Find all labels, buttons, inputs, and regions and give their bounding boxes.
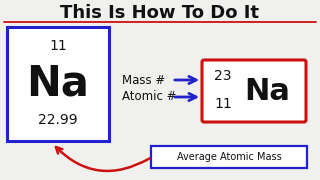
Text: Mass #: Mass # bbox=[122, 73, 165, 87]
Text: Na: Na bbox=[244, 76, 290, 105]
Text: 22.99: 22.99 bbox=[38, 113, 78, 127]
FancyBboxPatch shape bbox=[7, 27, 109, 141]
Text: Atomic #: Atomic # bbox=[122, 91, 177, 104]
Text: 23: 23 bbox=[214, 69, 231, 83]
Text: Na: Na bbox=[27, 63, 89, 105]
Text: This Is How To Do It: This Is How To Do It bbox=[60, 4, 260, 22]
Text: 11: 11 bbox=[49, 39, 67, 53]
Text: 11: 11 bbox=[214, 97, 232, 111]
FancyBboxPatch shape bbox=[202, 60, 306, 122]
Text: Average Atomic Mass: Average Atomic Mass bbox=[177, 152, 281, 162]
FancyBboxPatch shape bbox=[151, 146, 307, 168]
